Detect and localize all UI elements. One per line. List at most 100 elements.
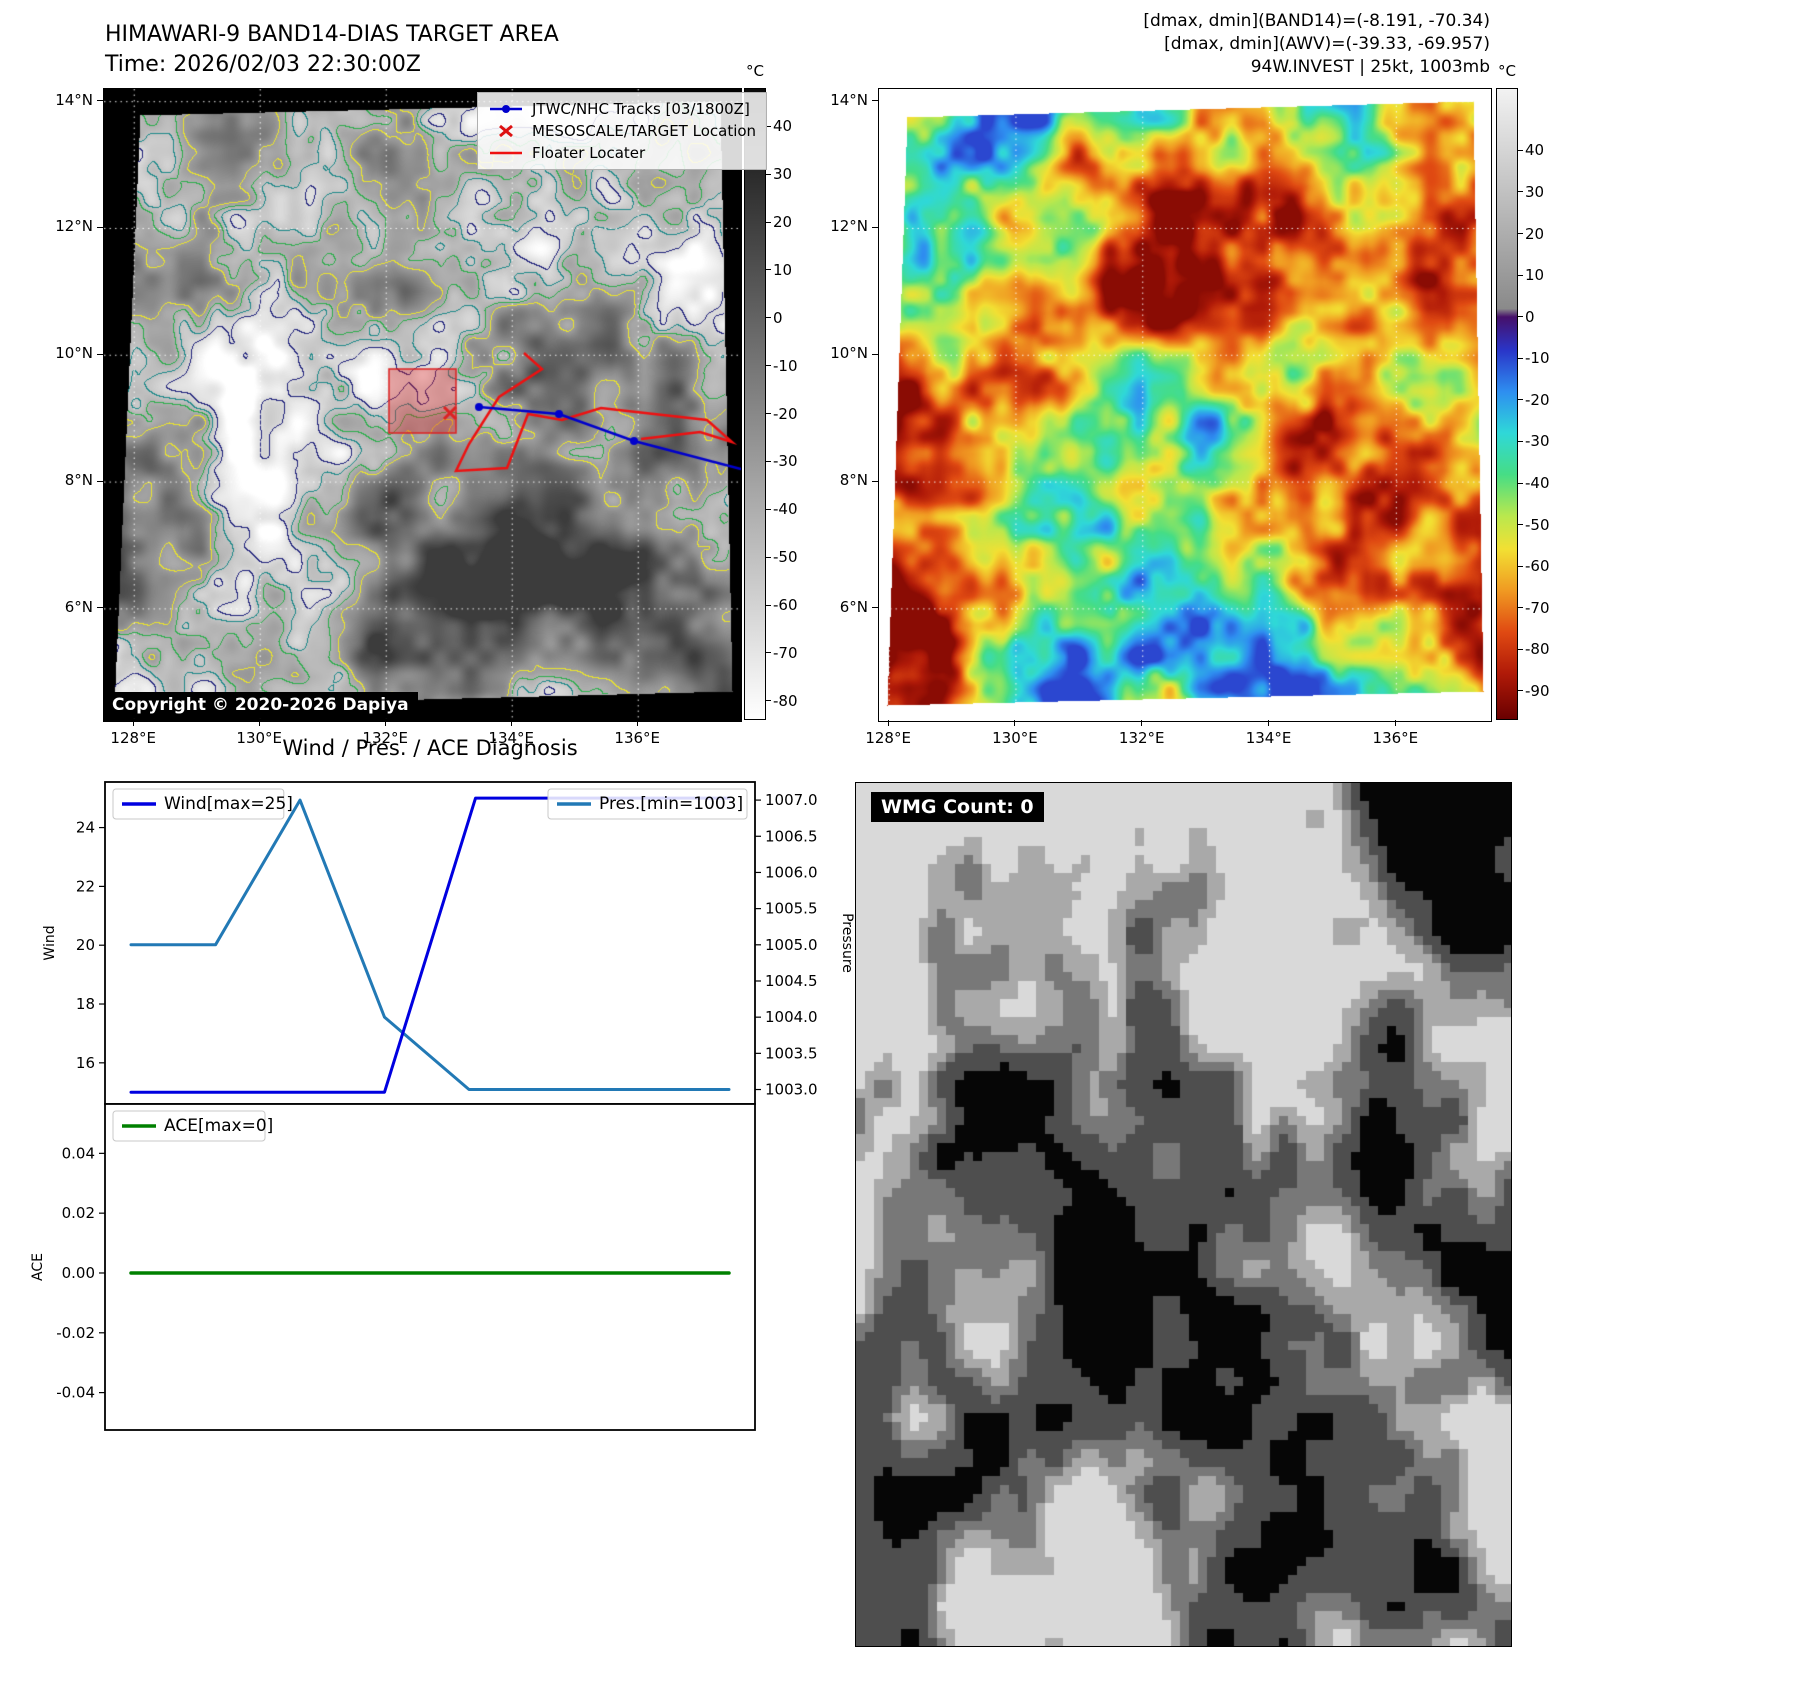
colorbar-tick xyxy=(766,221,771,223)
colorbar-tick-label: -20 xyxy=(1525,390,1550,409)
pressure-tick-label: 1003.0 xyxy=(765,1081,818,1099)
band14-title-line1: HIMAWARI-9 BAND14-DIAS TARGET AREA xyxy=(105,22,559,47)
colorbar-tick xyxy=(766,700,771,702)
ace-tick-label: -0.04 xyxy=(56,1384,95,1402)
awv-colorbar xyxy=(1496,88,1518,720)
colorbar-tick-label: 40 xyxy=(1525,141,1545,160)
colorbar-tick-label: -20 xyxy=(773,404,798,423)
colorbar-tick-label: -70 xyxy=(1525,598,1550,617)
y-tick-mark xyxy=(97,480,103,482)
colorbar-tick xyxy=(766,125,771,127)
pressure-axis-label: Pressure xyxy=(839,913,855,973)
awv-colorbar-unit: °C xyxy=(1498,62,1516,80)
ace-plot-area xyxy=(104,1103,756,1431)
ace-legend-box xyxy=(112,1110,266,1142)
x-tick-mark xyxy=(384,720,386,726)
colorbar-tick xyxy=(1518,440,1523,442)
colorbar-tick-label: 10 xyxy=(1525,266,1545,285)
colorbar-tick-label: -60 xyxy=(1525,557,1550,576)
pressure-tick-label: 1005.5 xyxy=(765,900,818,918)
y-tick-mark xyxy=(872,100,878,102)
band14-panel-title: HIMAWARI-9 BAND14-DIAS TARGET AREA Time:… xyxy=(105,20,559,80)
diagnosis-title: Wind / Pres. / ACE Diagnosis xyxy=(282,736,578,760)
colorbar-tick-label: -60 xyxy=(773,596,798,615)
colorbar-tick-label: 30 xyxy=(773,165,793,184)
wind-tick-label: 20 xyxy=(76,936,95,954)
wind-tick-label: 18 xyxy=(76,995,95,1013)
x-tick-label: 130°E xyxy=(236,729,283,747)
pressure-tick-label: 1006.0 xyxy=(765,863,818,881)
wind-axis-label: Wind xyxy=(42,925,58,960)
colorbar-tick-label: 0 xyxy=(773,308,783,327)
colorbar-tick-label: -50 xyxy=(1525,515,1550,534)
ace-tick-label: 0.04 xyxy=(62,1144,95,1162)
colorbar-tick-label: -90 xyxy=(1525,681,1550,700)
colorbar-tick xyxy=(1518,191,1523,193)
colorbar-tick xyxy=(1518,357,1523,359)
y-tick-label: 12°N xyxy=(55,217,93,236)
colorbar-tick xyxy=(766,269,771,271)
x-tick-label: 128°E xyxy=(110,729,157,747)
colorbar-tick-label: 0 xyxy=(1525,307,1535,326)
y-tick-mark xyxy=(872,480,878,482)
colorbar-tick xyxy=(1518,524,1523,526)
pressure-tick-label: 1006.5 xyxy=(765,827,818,845)
x-tick-label: 136°E xyxy=(614,729,661,747)
x-tick-label: 134°E xyxy=(488,729,535,747)
x-tick-label: 136°E xyxy=(1372,729,1419,747)
band14-title-line2: Time: 2026/02/03 22:30:00Z xyxy=(105,52,421,77)
pressure-line xyxy=(129,798,731,1092)
wind-legend-label: Wind[max=25] xyxy=(164,794,293,814)
y-tick-label: 10°N xyxy=(830,344,868,363)
colorbar-tick xyxy=(766,460,771,462)
map-legend-label: Floater Locater xyxy=(532,144,646,162)
awv-header-line2: [dmax, dmin](AWV)=(-39.33, -69.957) xyxy=(1164,34,1490,54)
colorbar-tick xyxy=(766,413,771,415)
colorbar-tick xyxy=(766,173,771,175)
ace-legend-label: ACE[max=0] xyxy=(164,1116,273,1136)
colorbar-tick xyxy=(766,556,771,558)
colorbar-tick-label: -40 xyxy=(773,500,798,519)
y-tick-label: 8°N xyxy=(64,471,93,490)
colorbar-tick xyxy=(1518,274,1523,276)
colorbar-tick xyxy=(1518,399,1523,401)
colorbar-tick-label: -80 xyxy=(773,691,798,710)
y-tick-mark xyxy=(872,353,878,355)
wind-tick-label: 16 xyxy=(76,1054,95,1072)
x-tick-mark xyxy=(1141,720,1143,726)
x-tick-mark xyxy=(887,720,889,726)
wind-pressure-plot-area xyxy=(104,781,756,1105)
band14-colorbar xyxy=(744,88,766,720)
band14-satellite-image xyxy=(103,88,742,722)
colorbar-tick-label: 30 xyxy=(1525,182,1545,201)
y-tick-mark xyxy=(97,226,103,228)
awv-header-line3: 94W.INVEST | 25kt, 1003mb xyxy=(1250,57,1490,77)
colorbar-tick xyxy=(1518,648,1523,650)
map-legend-item: Floater Locater xyxy=(488,144,756,162)
y-tick-mark xyxy=(97,607,103,609)
y-tick-mark xyxy=(97,353,103,355)
colorbar-tick xyxy=(1518,482,1523,484)
colorbar-tick-label: -40 xyxy=(1525,474,1550,492)
colorbar-tick xyxy=(1518,565,1523,567)
colorbar-tick-label: 10 xyxy=(773,260,793,279)
map-legend-item: JTWC/NHC Tracks [03/1800Z] xyxy=(488,100,756,118)
x-marker-icon xyxy=(499,124,513,138)
floater-line-icon xyxy=(490,151,522,155)
x-tick-label: 132°E xyxy=(1118,729,1165,747)
ace-tick-label: 0.02 xyxy=(62,1204,95,1222)
x-tick-mark xyxy=(258,720,260,726)
pressure-tick-label: 1004.0 xyxy=(765,1008,818,1026)
awv-header: [dmax, dmin](BAND14)=(-8.191, -70.34) [d… xyxy=(1143,10,1490,79)
colorbar-tick xyxy=(1518,607,1523,609)
x-tick-label: 130°E xyxy=(992,729,1038,747)
colorbar-tick-label: 20 xyxy=(773,213,793,232)
awv-header-line1: [dmax, dmin](BAND14)=(-8.191, -70.34) xyxy=(1143,11,1490,31)
y-tick-label: 6°N xyxy=(64,597,93,616)
band14-colorbar-unit: °C xyxy=(746,62,764,80)
pressure-legend-box xyxy=(547,788,748,820)
y-tick-label: 12°N xyxy=(830,217,868,236)
pressure-tick-label: 1003.5 xyxy=(765,1044,818,1062)
y-tick-mark xyxy=(872,607,878,609)
